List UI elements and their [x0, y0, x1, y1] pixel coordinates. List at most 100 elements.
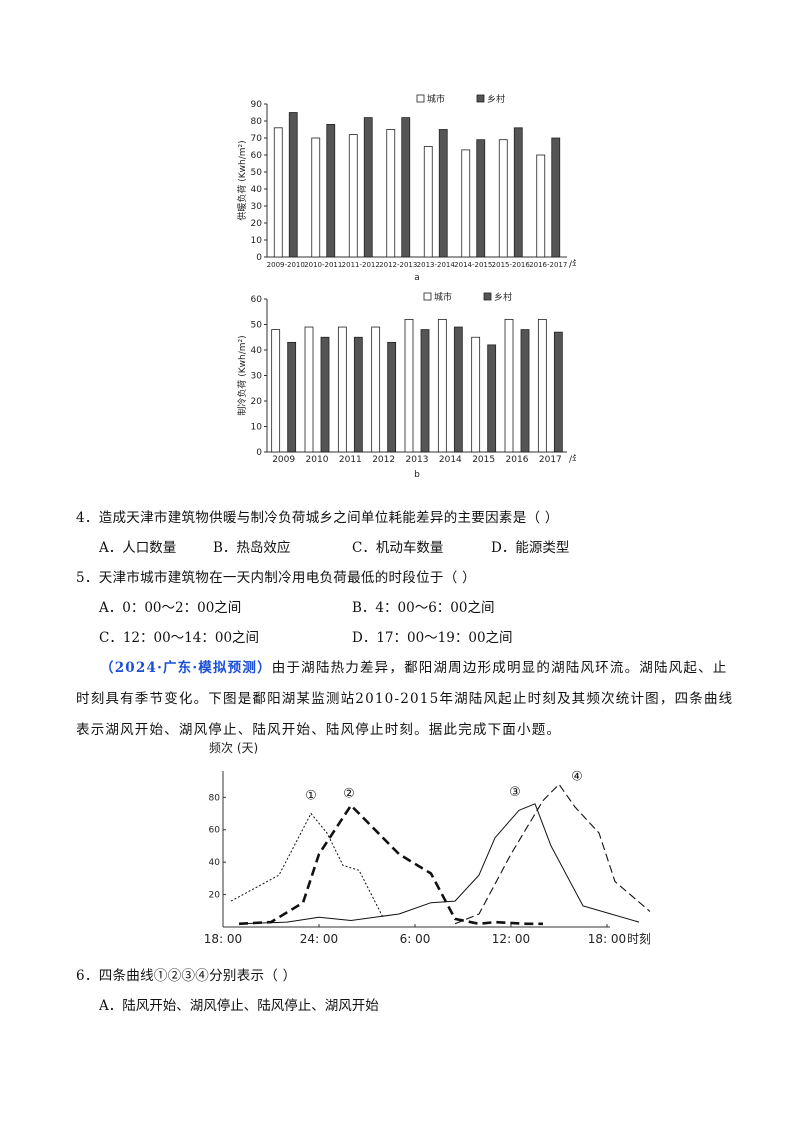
bar-rural — [420, 329, 430, 453]
q4-option-c[interactable]: C．机动车数量 — [352, 540, 444, 556]
series-marker-4: ④ — [571, 769, 583, 784]
x-tick-label: 2013 — [406, 455, 429, 465]
bar-rural — [476, 139, 486, 258]
y-tick-label: 60 — [251, 151, 263, 161]
y-tick-label: 70 — [251, 134, 263, 144]
x-tick-label: 2009-2010 — [267, 261, 305, 269]
q4-option-d[interactable]: D．能源类型 — [491, 540, 570, 556]
bar-city — [311, 137, 321, 258]
y-tick-label: 80 — [209, 793, 221, 803]
bar-city — [471, 336, 481, 453]
y-tick-label: 10 — [251, 236, 263, 246]
x-tick-label: 2013-2014 — [417, 261, 456, 269]
x-tick-label: 2014 — [439, 455, 462, 465]
passage: （2024·广东·模拟预测）由于湖陆热力差异，鄱阳湖周边形成明显的湖陆风环流。湖… — [76, 653, 736, 746]
question-6: 6．四条曲线①②③④分别表示（ ） — [76, 968, 297, 984]
y-axis-label: 制冷负荷 (Kwh/m²) — [236, 335, 248, 415]
y-tick-label: 0 — [256, 253, 262, 263]
q4-option-b[interactable]: B．热岛效应 — [213, 540, 291, 556]
q5-option-d[interactable]: D．17：00～19：00之间 — [352, 630, 513, 646]
y-tick-label: 30 — [251, 372, 263, 382]
q5-option-c[interactable]: C．12：00～14：00之间 — [99, 630, 260, 646]
x-tick-label: 18: 00 — [588, 932, 626, 946]
panel-label: a — [414, 273, 420, 283]
series-line-1 — [230, 813, 384, 918]
y-tick-label: 20 — [209, 891, 221, 901]
y-axis-label: 供暖负荷 (Kwh/m²) — [236, 140, 248, 220]
x-tick-label: 6: 00 — [400, 932, 431, 946]
q4-option-a[interactable]: A．人口数量 — [99, 540, 177, 556]
x-tick-label: 24: 00 — [300, 932, 338, 946]
bar-city — [304, 326, 314, 453]
cooling-load-bar-chart: 0 10 20 30 40 50 60 制冷负荷 (Kwh/m²) 2009 2010 2011 20… — [236, 291, 576, 480]
q5-option-a[interactable]: A．0：00～2：00之间 — [99, 600, 242, 616]
bar-city — [337, 326, 347, 453]
q6-option-a[interactable]: A．陆风开始、湖风停止、陆风停止、湖风开始 — [99, 998, 379, 1014]
series-marker-3: ③ — [509, 785, 521, 800]
bar-city — [371, 326, 381, 453]
bar-city — [536, 154, 546, 258]
x-axis-unit: /年 — [569, 258, 576, 270]
bar-rural — [551, 137, 561, 258]
y-tick-label: 40 — [251, 346, 263, 356]
bar-city — [404, 319, 414, 453]
x-tick-label: 18: 00 — [204, 932, 242, 946]
bar-rural — [288, 112, 298, 258]
y-tick-label: 40 — [209, 858, 221, 868]
bar-rural — [401, 117, 411, 258]
bar-rural — [363, 117, 373, 258]
y-tick-label: 50 — [251, 168, 263, 178]
series-marker-1: ① — [305, 789, 317, 804]
bar-city — [498, 139, 508, 258]
x-tick-label: 2014-2015 — [454, 261, 492, 269]
y-tick-label: 60 — [251, 295, 263, 305]
x-axis-unit: 时刻 — [627, 932, 650, 946]
passage-text: 由于湖陆热力差异，鄱阳湖周边形成明显的湖陆风环流。湖陆风起、止时刻具有季节变化。… — [76, 660, 734, 738]
legend-swatch — [423, 292, 432, 301]
series-line-4 — [454, 783, 650, 925]
legend-swatch — [483, 292, 492, 301]
question-4: 4．造成天津市建筑物供暖与制冷负荷城乡之间单位耗能差异的主要因素是（ ） — [76, 510, 559, 526]
bar-rural — [438, 129, 448, 258]
bar-rural — [453, 326, 463, 453]
y-axis-label: 频次 (天) — [209, 741, 258, 755]
legend-swatch — [416, 94, 425, 103]
x-tick-label: 2011 — [339, 455, 362, 465]
series-marker-2: ② — [343, 786, 355, 801]
series-line-2 — [238, 804, 543, 926]
x-tick-label: 2010-2011 — [304, 261, 342, 269]
y-tick-label: 30 — [251, 202, 263, 212]
x-tick-label: 2015 — [472, 455, 495, 465]
y-tick-label: 0 — [256, 448, 262, 458]
bar-rural — [353, 336, 363, 453]
y-tick-label: 10 — [251, 423, 263, 433]
bar-rural — [287, 341, 297, 453]
x-tick-label: 2011-2012 — [342, 261, 380, 269]
panel-label: b — [414, 470, 420, 480]
y-tick-label: 40 — [251, 185, 263, 195]
y-tick-label: 20 — [251, 397, 263, 407]
x-tick-label: 2016-2017 — [529, 261, 567, 269]
heating-load-bar-chart: 0 10 20 30 40 50 60 70 80 90 供暖负荷 (Kwh/m²) 2009-201… — [236, 93, 576, 283]
bar-city — [271, 329, 281, 453]
y-tick-label: 60 — [209, 826, 221, 836]
bar-city — [348, 134, 358, 258]
bar-city — [537, 319, 547, 453]
y-tick-label: 20 — [251, 219, 263, 229]
x-tick-label: 2017 — [539, 455, 562, 465]
q5-option-b[interactable]: B．4：00～6：00之间 — [352, 600, 495, 616]
legend-label: 乡村 — [494, 291, 512, 303]
bar-city — [423, 146, 433, 258]
x-tick-label: 2012 — [372, 455, 395, 465]
x-tick-label: 2016 — [506, 455, 529, 465]
bar-rural — [553, 331, 563, 453]
bar-city — [504, 319, 514, 453]
bar-city — [386, 129, 396, 258]
x-tick-label: 12: 00 — [492, 932, 530, 946]
series-line-3 — [238, 803, 640, 925]
bar-rural — [326, 124, 336, 258]
lake-land-breeze-line-chart: 频次 (天) 20 40 60 80 18: 00 24: 00 6: 00 12: 00 18:… — [204, 741, 650, 946]
legend-label: 乡村 — [487, 93, 505, 105]
legend-label: 城市 — [434, 291, 452, 303]
